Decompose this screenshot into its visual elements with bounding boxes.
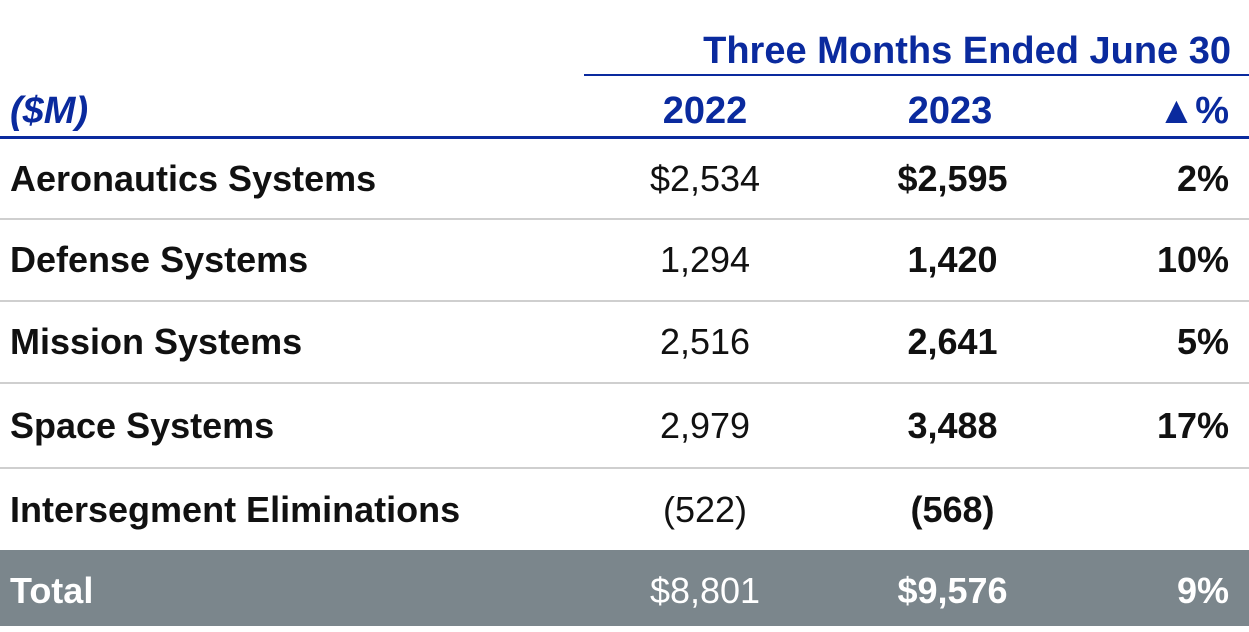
header-underline xyxy=(0,136,1249,139)
total-change: 9% xyxy=(1176,570,1229,611)
row-separator xyxy=(0,218,1249,220)
value-2023: 3,488 xyxy=(907,405,998,446)
row-separator xyxy=(0,467,1249,469)
total-2023: $9,576 xyxy=(897,570,1008,611)
total-row: Total $8,801 $9,576 9% xyxy=(0,550,1249,626)
value-2022: 2,979 xyxy=(659,405,751,446)
value-2022: (522) xyxy=(662,489,748,530)
value-2023: 1,420 xyxy=(907,239,998,280)
value-change: 2% xyxy=(1176,158,1229,199)
period-underline xyxy=(584,74,1249,76)
units-label: ($M) xyxy=(10,90,89,132)
value-change: 5% xyxy=(1176,321,1229,362)
table-row: Intersegment Eliminations (522) (568) xyxy=(0,470,1249,550)
row-separator xyxy=(0,382,1249,384)
row-label: Space Systems xyxy=(10,405,275,446)
row-label: Defense Systems xyxy=(10,239,309,280)
table-row: Defense Systems 1,294 1,420 10% xyxy=(0,220,1249,300)
value-2023: (568) xyxy=(910,489,995,530)
value-2022: 1,294 xyxy=(659,239,751,280)
value-2022: $2,534 xyxy=(649,158,761,199)
value-2023: $2,595 xyxy=(897,158,1008,199)
value-2023: 2,641 xyxy=(907,321,998,362)
column-header-2022: 2022 xyxy=(662,90,748,132)
column-header-2023: 2023 xyxy=(907,90,993,132)
row-label: Aeronautics Systems xyxy=(10,158,377,199)
period-heading: Three Months Ended June 30 xyxy=(703,30,1231,72)
row-label: Mission Systems xyxy=(10,321,303,362)
value-change: 10% xyxy=(1156,239,1229,280)
total-label: Total xyxy=(10,570,94,611)
row-separator xyxy=(0,300,1249,302)
table-row: Aeronautics Systems $2,534 $2,595 2% xyxy=(0,139,1249,219)
table-row: Space Systems 2,979 3,488 17% xyxy=(0,386,1249,466)
total-2022: $8,801 xyxy=(649,570,761,611)
table-row: Mission Systems 2,516 2,641 5% xyxy=(0,302,1249,382)
value-change: 17% xyxy=(1156,405,1229,446)
column-header-change: ▲% xyxy=(1157,90,1229,132)
value-2022: 2,516 xyxy=(659,321,751,362)
row-label: Intersegment Eliminations xyxy=(10,489,461,530)
